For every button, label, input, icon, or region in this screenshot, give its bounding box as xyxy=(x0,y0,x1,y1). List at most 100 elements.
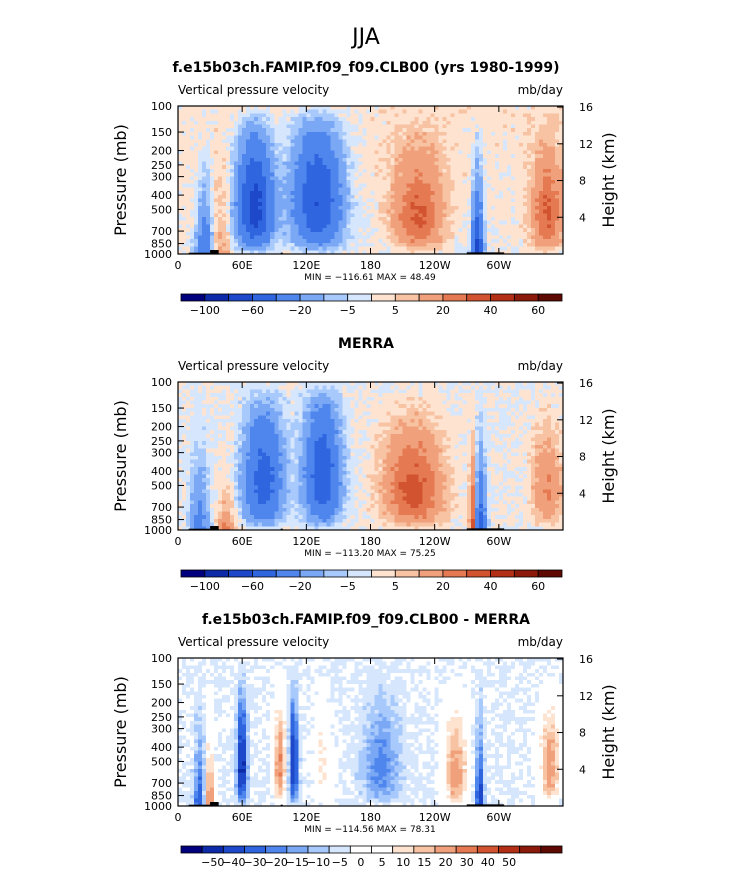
heatmap-cell xyxy=(218,231,223,237)
heatmap-cell xyxy=(426,220,432,225)
heatmap-cell xyxy=(426,235,432,240)
heatmap-cell xyxy=(370,242,376,248)
heatmap-cell xyxy=(530,131,536,137)
heatmap-cell xyxy=(422,217,428,222)
heatmap-cell xyxy=(358,389,364,394)
heatmap-cell xyxy=(490,220,496,225)
heatmap-cell xyxy=(374,120,380,126)
heatmap-cell xyxy=(446,176,452,181)
heatmap-cell xyxy=(314,180,319,185)
heatmap-cell xyxy=(550,198,556,203)
heatmap-cell xyxy=(302,393,307,398)
heatmap-cell xyxy=(238,165,243,170)
heatmap-cell xyxy=(222,117,227,122)
heatmap-cell xyxy=(202,187,207,192)
right-string: mb/day xyxy=(518,359,563,373)
heatmap-cell xyxy=(362,415,368,420)
heatmap-cell xyxy=(502,415,508,420)
heatmap-cell xyxy=(214,161,219,166)
heatmap-cell xyxy=(334,117,340,122)
heatmap-cell xyxy=(418,176,424,181)
heatmap-cell xyxy=(462,407,468,413)
heatmap-cell xyxy=(558,198,564,203)
heatmap-cell xyxy=(182,224,187,229)
heatmap-cell xyxy=(426,120,432,126)
heatmap-cell xyxy=(346,382,352,387)
heatmap-cell xyxy=(494,231,500,237)
heatmap-cell xyxy=(342,146,348,151)
heatmap-cell xyxy=(446,154,452,159)
heatmap-cell xyxy=(490,176,496,181)
heatmap-cell xyxy=(258,135,263,140)
heatmap-cell xyxy=(382,250,388,255)
heatmap-cell xyxy=(346,135,352,140)
heatmap-cell xyxy=(330,117,336,122)
heatmap-cell xyxy=(538,407,544,413)
heatmap-cell xyxy=(206,183,211,188)
heatmap-cell xyxy=(538,404,544,409)
heatmap-cell xyxy=(178,224,183,229)
heatmap-cell xyxy=(358,213,364,218)
heatmap-cell xyxy=(178,117,183,122)
heatmap-cell xyxy=(394,113,400,118)
heatmap-cell xyxy=(522,396,528,402)
heatmap-cell xyxy=(322,168,327,174)
heatmap-cell xyxy=(290,191,295,196)
heatmap-cell xyxy=(346,146,352,151)
heatmap-cell xyxy=(310,213,315,218)
heatmap-cell xyxy=(186,198,191,203)
heatmap-cell xyxy=(226,242,231,248)
heatmap-cell xyxy=(322,400,327,405)
heatmap-cell xyxy=(350,202,356,207)
heatmap-cell xyxy=(246,228,251,233)
heatmap-cell xyxy=(382,135,388,140)
heatmap-cell xyxy=(430,191,436,196)
heatmap-cell xyxy=(262,250,267,255)
heatmap-cell xyxy=(238,135,243,140)
heatmap-cell xyxy=(450,183,456,188)
heatmap-cell xyxy=(326,404,331,409)
heatmap-cell xyxy=(290,161,295,166)
heatmap-cell xyxy=(338,220,344,225)
heatmap-cell xyxy=(298,228,303,233)
heatmap-cell xyxy=(238,106,243,111)
heatmap-cell xyxy=(530,239,536,244)
heatmap-cell xyxy=(218,161,223,166)
heatmap-cell xyxy=(446,124,452,129)
heatmap-cell xyxy=(286,231,291,237)
heatmap-cell xyxy=(226,131,231,137)
heatmap-cell xyxy=(406,419,412,424)
heatmap-cell xyxy=(426,139,432,144)
heatmap-cell xyxy=(198,135,203,140)
heatmap-cell xyxy=(238,172,243,177)
heatmap-cell xyxy=(418,168,424,174)
heatmap-cell xyxy=(330,154,336,159)
heatmap-cell xyxy=(198,213,203,218)
heatmap-cell xyxy=(418,124,424,129)
heatmap-cell xyxy=(230,209,235,214)
heatmap-cell xyxy=(258,143,263,148)
heatmap-cell xyxy=(390,157,396,163)
heatmap-cell xyxy=(338,415,344,420)
heatmap-cell xyxy=(306,242,311,248)
heatmap-cell xyxy=(202,168,207,174)
heatmap-cell xyxy=(326,198,331,203)
heatmap-cell xyxy=(382,385,388,390)
heatmap-cell xyxy=(410,213,416,218)
heatmap-cell xyxy=(422,143,428,148)
heatmap-cell xyxy=(282,213,287,218)
heatmap-cell xyxy=(394,224,400,229)
heatmap-cell xyxy=(270,191,275,196)
heatmap-cell xyxy=(494,117,500,122)
heatmap-cell xyxy=(222,224,227,229)
heatmap-cell xyxy=(330,106,336,111)
heatmap-cell xyxy=(318,213,323,218)
colorbar-swatch xyxy=(371,293,396,302)
heatmap-cell xyxy=(510,250,516,255)
heatmap-cell xyxy=(462,187,468,192)
heatmap-cell xyxy=(434,239,440,244)
heatmap-cell xyxy=(250,202,255,207)
heatmap-cell xyxy=(222,106,227,111)
heatmap-cell xyxy=(374,246,380,251)
heatmap-cell xyxy=(190,205,195,211)
